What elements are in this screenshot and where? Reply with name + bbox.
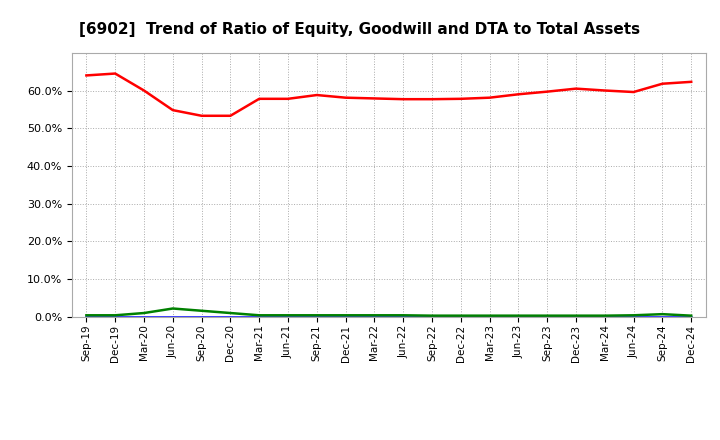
Goodwill: [629, 314, 638, 319]
Goodwill: [399, 314, 408, 319]
Equity: [226, 113, 235, 118]
Equity: [600, 88, 609, 93]
Goodwill: [140, 314, 148, 319]
Deferred Tax Assets: [341, 313, 350, 318]
Deferred Tax Assets: [428, 313, 436, 318]
Equity: [168, 107, 177, 113]
Goodwill: [168, 314, 177, 319]
Equity: [370, 96, 379, 101]
Equity: [284, 96, 292, 102]
Deferred Tax Assets: [543, 313, 552, 318]
Goodwill: [428, 314, 436, 319]
Line: Equity: Equity: [86, 73, 691, 116]
Goodwill: [543, 314, 552, 319]
Deferred Tax Assets: [600, 313, 609, 318]
Deferred Tax Assets: [399, 313, 408, 318]
Equity: [456, 96, 465, 102]
Equity: [140, 88, 148, 93]
Goodwill: [658, 314, 667, 319]
Line: Deferred Tax Assets: Deferred Tax Assets: [86, 308, 691, 315]
Deferred Tax Assets: [226, 310, 235, 315]
Equity: [428, 96, 436, 102]
Deferred Tax Assets: [312, 313, 321, 318]
Equity: [111, 71, 120, 76]
Deferred Tax Assets: [255, 313, 264, 318]
Goodwill: [312, 314, 321, 319]
Deferred Tax Assets: [629, 313, 638, 318]
Deferred Tax Assets: [197, 308, 206, 313]
Goodwill: [111, 314, 120, 319]
Deferred Tax Assets: [111, 313, 120, 318]
Equity: [629, 89, 638, 95]
Goodwill: [370, 314, 379, 319]
Deferred Tax Assets: [168, 306, 177, 311]
Goodwill: [255, 314, 264, 319]
Goodwill: [197, 314, 206, 319]
Goodwill: [514, 314, 523, 319]
Equity: [514, 92, 523, 97]
Goodwill: [284, 314, 292, 319]
Deferred Tax Assets: [370, 313, 379, 318]
Goodwill: [82, 314, 91, 319]
Goodwill: [485, 314, 494, 319]
Deferred Tax Assets: [572, 313, 580, 318]
Equity: [255, 96, 264, 102]
Goodwill: [226, 314, 235, 319]
Deferred Tax Assets: [485, 313, 494, 318]
Equity: [312, 92, 321, 98]
Deferred Tax Assets: [82, 313, 91, 318]
Equity: [399, 96, 408, 102]
Deferred Tax Assets: [687, 313, 696, 318]
Equity: [485, 95, 494, 100]
Equity: [543, 89, 552, 94]
Equity: [658, 81, 667, 86]
Deferred Tax Assets: [456, 313, 465, 318]
Deferred Tax Assets: [284, 313, 292, 318]
Goodwill: [341, 314, 350, 319]
Equity: [82, 73, 91, 78]
Goodwill: [687, 314, 696, 319]
Goodwill: [456, 314, 465, 319]
Equity: [687, 79, 696, 84]
Equity: [572, 86, 580, 91]
Deferred Tax Assets: [140, 310, 148, 315]
Equity: [197, 113, 206, 118]
Goodwill: [572, 314, 580, 319]
Equity: [341, 95, 350, 100]
Text: [6902]  Trend of Ratio of Equity, Goodwill and DTA to Total Assets: [6902] Trend of Ratio of Equity, Goodwil…: [79, 22, 641, 37]
Deferred Tax Assets: [658, 312, 667, 317]
Goodwill: [600, 314, 609, 319]
Deferred Tax Assets: [514, 313, 523, 318]
